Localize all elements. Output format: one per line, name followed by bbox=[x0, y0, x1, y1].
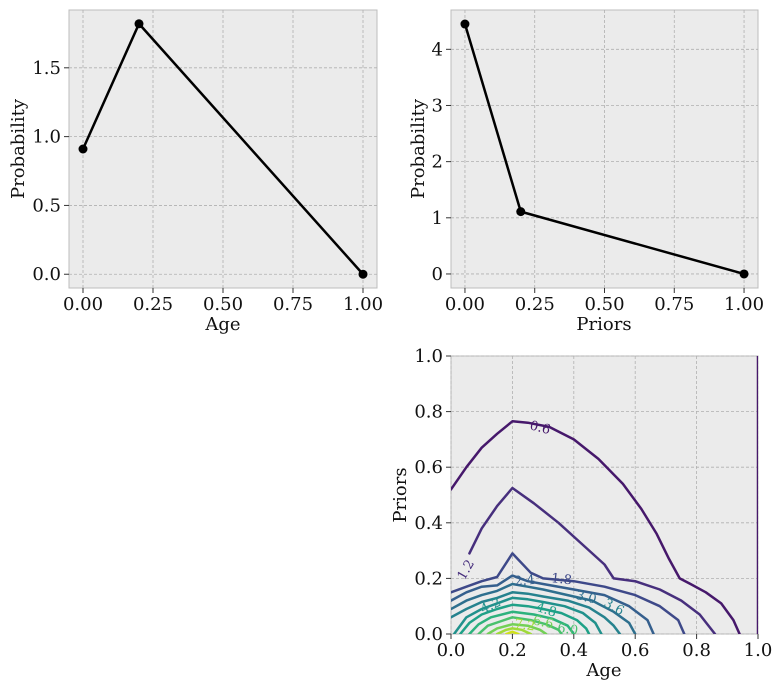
x-tick-label: 0.75 bbox=[654, 294, 694, 315]
data-point bbox=[358, 269, 368, 279]
x-axis-label-1: Age bbox=[204, 314, 240, 335]
y-tick-label: 2 bbox=[432, 152, 443, 173]
contour-lines bbox=[451, 356, 758, 634]
contour-line bbox=[451, 574, 655, 634]
contour-label: 4.8 bbox=[534, 600, 558, 621]
x-tick-label: 1.00 bbox=[724, 294, 764, 315]
x-tick-label: 0.2 bbox=[498, 640, 527, 661]
x-tick-label: 0.6 bbox=[621, 640, 650, 661]
x-axis-label-2: Priors bbox=[576, 314, 631, 335]
contour-line bbox=[451, 591, 622, 634]
series-2 bbox=[460, 19, 749, 279]
contour-line bbox=[505, 630, 520, 634]
subplot-priors-probability: 0.00 0.25 0.50 0.75 1.00 0 1 2 3 4 Priors Probabi… bbox=[408, 9, 765, 335]
gridlines-2 bbox=[451, 10, 758, 288]
plot-area-3 bbox=[450, 355, 759, 635]
contour-line bbox=[451, 552, 686, 634]
data-point bbox=[78, 144, 88, 154]
x-tick-label: 0.4 bbox=[559, 640, 588, 661]
x-tick-label: 0.0 bbox=[437, 640, 466, 661]
x-tick-label: 0.25 bbox=[515, 294, 555, 315]
y-tick-label: 0.8 bbox=[414, 402, 443, 423]
contour-label: 0.6 bbox=[528, 419, 552, 439]
y-tick-label: 0.0 bbox=[414, 624, 443, 645]
contour-label: 7.2 bbox=[513, 617, 536, 635]
y-tick-label: 0.5 bbox=[32, 195, 61, 216]
x-tick-label: 0.00 bbox=[63, 294, 103, 315]
contour-line bbox=[451, 582, 637, 634]
y-tick-label: 0.2 bbox=[414, 568, 443, 589]
contour-line bbox=[468, 486, 717, 634]
x-axis-label-3: Age bbox=[585, 660, 621, 681]
x-tick-label: 0.00 bbox=[445, 294, 485, 315]
y-axis-label-2: Probability bbox=[408, 98, 429, 199]
y-axis-label-3: Priors bbox=[390, 467, 411, 522]
y-tick-label: 0.4 bbox=[414, 513, 443, 534]
data-point bbox=[739, 269, 749, 279]
subplot-contour: 0.61.2 1.82.43.0 3.64.2 4.86.06.67.2 0.0 0.2… bbox=[390, 346, 772, 681]
contour-line bbox=[468, 610, 576, 634]
contour-label: 1.8 bbox=[550, 571, 572, 588]
ticks-2: 0.00 0.25 0.50 0.75 1.00 0 1 2 3 4 bbox=[432, 39, 765, 315]
x-tick-label: 0.50 bbox=[584, 294, 624, 315]
contour-line bbox=[495, 627, 533, 634]
contour-label: 6.0 bbox=[556, 621, 579, 639]
contour-label: 2.4 bbox=[514, 573, 536, 590]
ticks-3: 0.0 0.2 0.4 0.6 0.8 1.0 0.0 0.2 0.4 0.6 0.8 1.0 bbox=[414, 346, 772, 661]
y-tick-label: 1.0 bbox=[414, 346, 443, 367]
x-tick-label: 0.50 bbox=[203, 294, 243, 315]
contour-line bbox=[451, 420, 741, 634]
y-tick-label: 3 bbox=[432, 95, 443, 116]
x-tick-label: 0.8 bbox=[682, 640, 711, 661]
series-1 bbox=[78, 19, 368, 279]
data-point bbox=[460, 19, 470, 29]
x-tick-label: 1.00 bbox=[343, 294, 383, 315]
contour-label: 3.0 bbox=[574, 588, 598, 608]
data-point bbox=[516, 207, 526, 217]
contour-label: 6.6 bbox=[531, 613, 554, 632]
subplot-age-probability: 0.00 0.25 0.50 0.75 1.00 0.0 0.5 1.0 1.5 Age Pro… bbox=[8, 9, 383, 335]
data-point bbox=[134, 19, 144, 29]
contour-labels: 0.61.2 1.82.43.0 3.64.2 4.86.06.67.2 bbox=[455, 419, 627, 639]
y-tick-label: 1.5 bbox=[32, 58, 61, 79]
ticks-1: 0.00 0.25 0.50 0.75 1.00 0.0 0.5 1.0 1.5 bbox=[32, 58, 383, 315]
y-axis-label-1: Probability bbox=[8, 98, 29, 199]
y-tick-label: 0 bbox=[432, 264, 443, 285]
contour-line bbox=[458, 603, 591, 634]
x-tick-label: 1.0 bbox=[744, 640, 773, 661]
contour-line bbox=[452, 596, 603, 634]
y-tick-label: 4 bbox=[432, 39, 443, 60]
contour-line bbox=[486, 623, 548, 634]
y-tick-label: 1.0 bbox=[32, 127, 61, 148]
x-tick-label: 0.25 bbox=[133, 294, 173, 315]
y-tick-label: 0.0 bbox=[32, 264, 61, 285]
x-tick-label: 0.75 bbox=[273, 294, 313, 315]
y-tick-label: 0.6 bbox=[414, 457, 443, 478]
y-tick-label: 1 bbox=[432, 208, 443, 229]
contour-line bbox=[477, 616, 563, 634]
